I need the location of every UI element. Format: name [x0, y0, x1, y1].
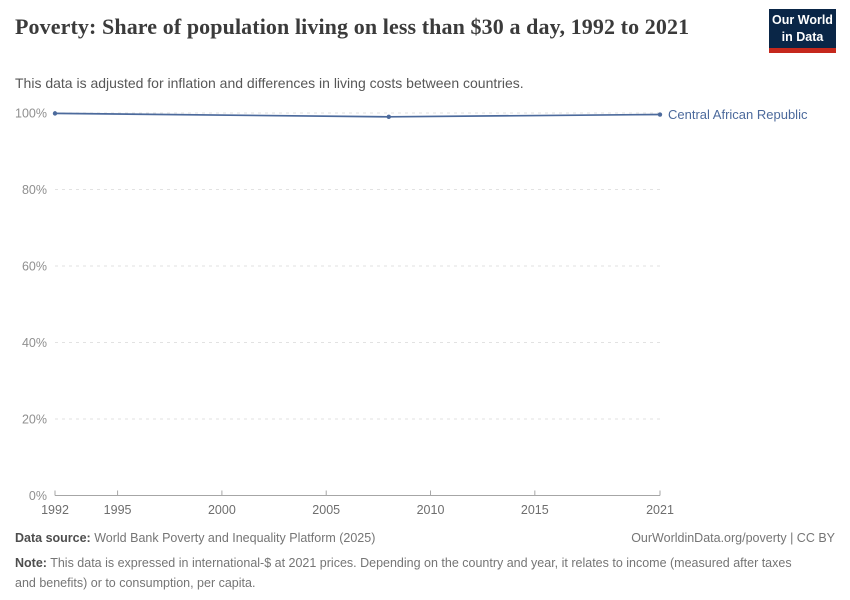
y-tick-label: 40% [22, 336, 47, 350]
chart-subtitle: This data is adjusted for inflation and … [15, 75, 524, 91]
y-tick-label: 20% [22, 413, 47, 427]
source-row: Data source: World Bank Poverty and Ineq… [15, 531, 835, 545]
owid-logo-line1: Our World [772, 13, 833, 28]
y-tick-label: 80% [22, 183, 47, 197]
owid-credit-link[interactable]: OurWorldinData.org/poverty | CC BY [631, 531, 835, 545]
owid-logo-line2: in Data [781, 29, 824, 44]
data-source-label: Data source: [15, 531, 91, 545]
y-tick-label: 0% [29, 489, 47, 503]
x-tick-label: 2010 [417, 503, 445, 517]
data-source-text: Data source: World Bank Poverty and Ineq… [15, 531, 375, 545]
y-tick-label: 60% [22, 260, 47, 274]
x-tick-label: 2005 [312, 503, 340, 517]
owid-logo: Our World in Data [769, 9, 836, 53]
series-label[interactable]: Central African Republic [668, 107, 808, 122]
chart-title: Poverty: Share of population living on l… [15, 14, 690, 39]
x-tick-label: 2000 [208, 503, 236, 517]
x-tick-label: 1992 [41, 503, 69, 517]
note-value: This data is expressed in international-… [15, 556, 792, 590]
y-tick-label: 100% [15, 107, 47, 121]
x-tick-label: 2021 [646, 503, 674, 517]
data-point-marker [52, 111, 58, 116]
data-point-marker [657, 112, 663, 117]
x-tick-label: 2015 [521, 503, 549, 517]
data-source-value: World Bank Poverty and Inequality Platfo… [94, 531, 376, 545]
y-axis-labels: 0% 20% 40% 60% 80% 100% [15, 107, 47, 504]
data-point-marker [386, 114, 391, 120]
note-row: Note: This data is expressed in internat… [15, 553, 815, 593]
x-tick-label: 1995 [104, 503, 132, 517]
gridlines [55, 112, 660, 420]
data-line [54, 112, 661, 118]
x-axis: 1992 1995 2000 2005 2010 2015 2021 [41, 490, 674, 517]
note-label: Note: [15, 556, 47, 570]
chart-footer: Data source: World Bank Poverty and Ineq… [15, 531, 835, 593]
